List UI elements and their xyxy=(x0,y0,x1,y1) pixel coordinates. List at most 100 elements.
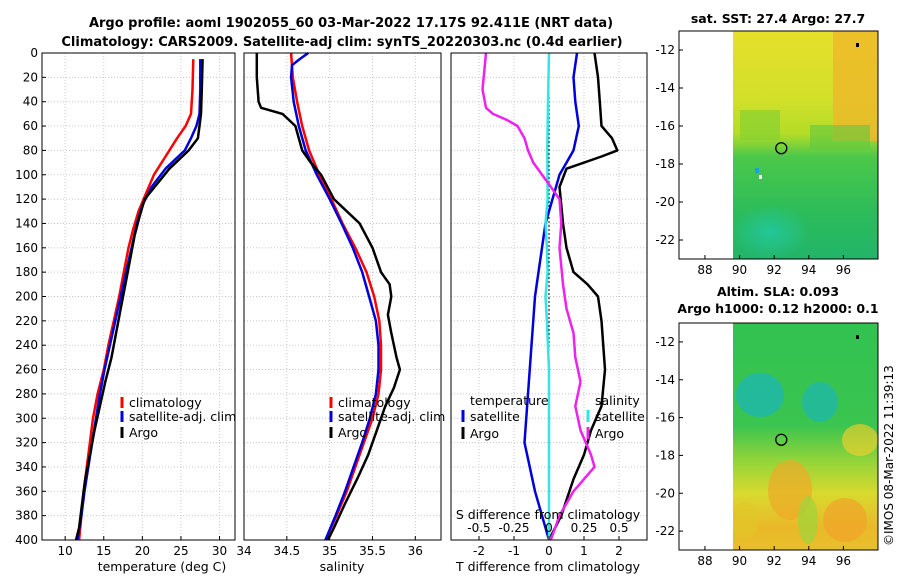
temperature-panel: 10 15 20 25 30 0 20 40 60 80 100 120 140 160 180 200 22… xyxy=(15,46,236,574)
s-difference-xlabel: S difference from climatology xyxy=(456,507,641,522)
series-satellite-adj-clim xyxy=(289,51,380,541)
series-salinity-argo xyxy=(481,52,596,541)
map-y-tick-label: -18 xyxy=(655,448,675,462)
map-x-tick-label: 96 xyxy=(836,554,851,568)
map-x-tick-label: 90 xyxy=(732,263,747,277)
salinity-grid xyxy=(244,53,441,540)
imos-watermark: ©IMOS 08-Mar-2022 11:39:13 xyxy=(882,365,896,546)
series-temperature-satellite xyxy=(523,52,581,541)
y-tick-label: 140 xyxy=(15,216,38,230)
map-y-tick-label: -22 xyxy=(655,233,675,247)
x-tick-label: 0 xyxy=(545,544,553,558)
temperature-series xyxy=(74,59,204,541)
sst-pixel-white xyxy=(759,175,762,179)
sla-low-patch xyxy=(802,382,838,422)
series-argo xyxy=(74,59,204,541)
sla-green-patch xyxy=(798,496,818,544)
series-salinity-satellite xyxy=(544,52,551,540)
map-y-tick-label: -16 xyxy=(655,411,675,425)
y-tick-label: 20 xyxy=(23,70,38,84)
x-tick-label: 20 xyxy=(135,544,150,558)
t-difference-xlabel: T difference from climatology xyxy=(455,559,641,574)
legend-argo-label: Argo xyxy=(129,425,158,440)
map-y-tick-label: -20 xyxy=(655,195,675,209)
sst-map: sat. SST: 27.4 Argo: 27.7 88 90 92 94 96 -12… xyxy=(655,11,879,277)
legend-temperature-title: temperature xyxy=(470,393,549,408)
map-y-tick-label: -16 xyxy=(655,119,675,133)
y-tick-label: 180 xyxy=(15,265,38,279)
legend-climatology-label: climatology xyxy=(129,395,202,410)
temperature-legend: climatology satellite-adj. clim Argo xyxy=(120,395,236,440)
s-tick-label: -0.5 xyxy=(467,521,490,535)
s-difference-xticks: -0.5 -0.25 0 0.25 0.5 xyxy=(467,521,628,535)
legend-t-satellite-label: satellite xyxy=(470,409,520,424)
s-tick-label: 0.5 xyxy=(609,521,628,535)
sla-map-box xyxy=(678,322,879,551)
temperature-xlabel: temperature (deg C) xyxy=(98,559,227,574)
legend-s-satellite-label: satellite xyxy=(595,409,645,424)
difference-series xyxy=(481,52,619,541)
legend-climatology-label: climatology xyxy=(338,395,411,410)
y-tick-label: 100 xyxy=(15,168,38,182)
x-tick-label: 1 xyxy=(580,544,588,558)
y-tick-label: 120 xyxy=(15,192,38,206)
difference-legend: temperature satellite Argo salinity sate… xyxy=(461,393,645,441)
x-tick-label: -2 xyxy=(473,544,485,558)
sst-map-box xyxy=(678,30,879,260)
difference-panel: -2 -1 0 1 2 -0.5 -0.25 0 0.25 0.5 T difference f… xyxy=(450,52,648,574)
salinity-panel: 34 34.5 35 35.5 36 salinity climatology sate… xyxy=(236,51,445,574)
y-tick-label: 340 xyxy=(15,460,38,474)
title-line-2: Climatology: CARS2009. Satellite-adj cli… xyxy=(61,35,622,50)
map-x-tick-label: 96 xyxy=(836,263,851,277)
map-x-tick-label: 92 xyxy=(767,554,782,568)
legend-satellite-label: satellite-adj. clim xyxy=(129,409,236,424)
y-tick-label: 280 xyxy=(15,387,38,401)
salinity-xlabel: salinity xyxy=(320,559,365,574)
argo-float-marker xyxy=(775,142,788,155)
y-tick-label: 320 xyxy=(15,436,38,450)
legend-satellite-label: satellite-adj. clim xyxy=(338,409,445,424)
map-x-tick-label: 92 xyxy=(767,263,782,277)
map-x-tick-label: 94 xyxy=(801,263,816,277)
map-y-tick-label: -14 xyxy=(655,81,675,95)
salinity-legend: climatology satellite-adj. clim Argo xyxy=(329,395,445,440)
temperature-grid xyxy=(42,53,235,540)
salinity-xticks: 34 34.5 35 35.5 36 xyxy=(236,536,423,558)
y-tick-label: 60 xyxy=(23,119,38,133)
s-tick-label: 0.25 xyxy=(571,521,598,535)
legend-argo-label: Argo xyxy=(338,425,367,440)
t-difference-xticks: -2 -1 0 1 2 xyxy=(473,536,623,558)
title-line-1: Argo profile: aoml 1902055_60 03-Mar-202… xyxy=(89,16,613,31)
sla-low-patch xyxy=(736,373,784,417)
y-tick-label: 260 xyxy=(15,363,38,377)
map-y-tick-label: -12 xyxy=(655,43,675,57)
sla-high-patch xyxy=(733,502,759,538)
s-tick-label: 0 xyxy=(545,521,553,535)
temperature-xticks: 10 15 20 25 30 xyxy=(58,536,227,558)
map-x-tick-label: 90 xyxy=(732,554,747,568)
sla-map-island xyxy=(856,335,859,339)
sla-high-patch xyxy=(823,498,867,542)
x-tick-label: 35 xyxy=(322,544,337,558)
x-tick-label: 30 xyxy=(212,544,227,558)
map-x-tick-label: 88 xyxy=(697,263,712,277)
y-tick-label: 360 xyxy=(15,484,38,498)
sla-field xyxy=(733,323,878,550)
sst-map-yticks: -12 -14 -16 -18 -20 -22 xyxy=(655,43,683,247)
y-tick-label: 0 xyxy=(30,46,38,60)
x-tick-label: 36 xyxy=(408,544,423,558)
map-y-tick-label: -12 xyxy=(655,335,675,349)
sla-map-xticks: 88 90 92 94 96 xyxy=(697,546,851,568)
x-tick-label: 34.5 xyxy=(273,544,300,558)
series-argo xyxy=(255,53,402,541)
x-tick-label: 15 xyxy=(96,544,111,558)
legend-s-argo-label: Argo xyxy=(595,426,624,441)
sst-map-title: sat. SST: 27.4 Argo: 27.7 xyxy=(691,11,865,26)
series-climatology xyxy=(77,59,195,541)
x-tick-label: 25 xyxy=(173,544,188,558)
x-tick-label: 2 xyxy=(615,544,623,558)
y-tick-label: 80 xyxy=(23,143,38,157)
legend-salinity-title: salinity xyxy=(595,393,640,408)
map-y-tick-label: -14 xyxy=(655,373,675,387)
salinity-series xyxy=(255,51,402,541)
